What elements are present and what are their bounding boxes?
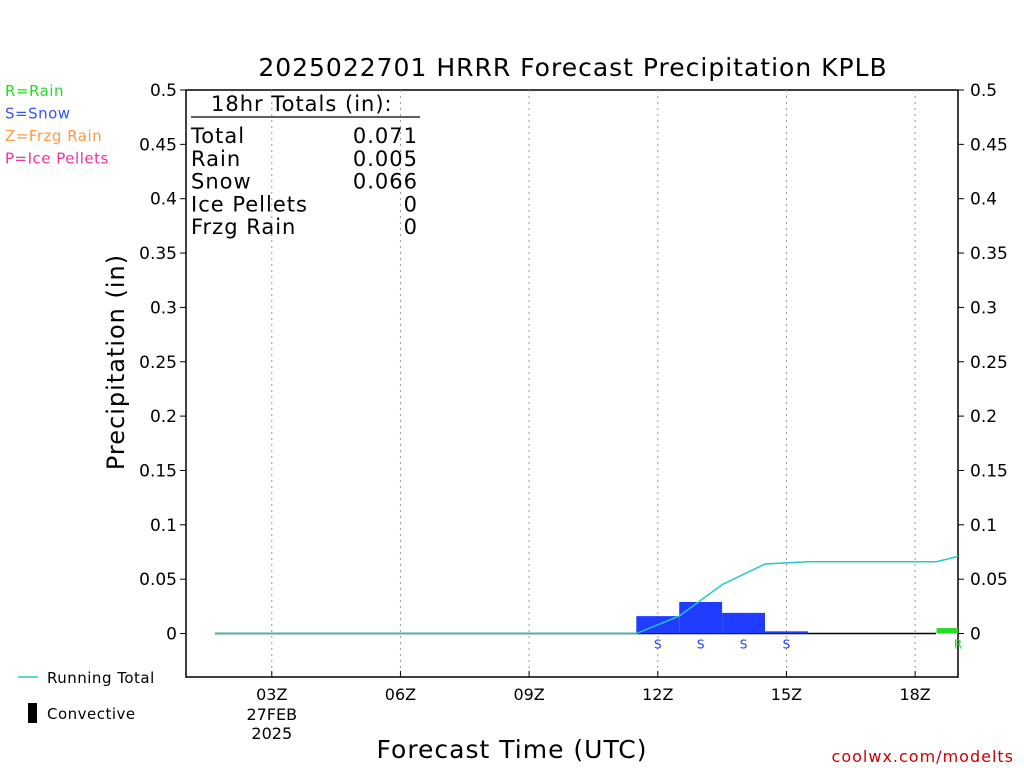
convective-swatch [28, 703, 37, 723]
y-tick-label-right: 0.3 [970, 298, 997, 318]
totals-row-label: Ice Pellets [191, 192, 308, 216]
type-legend-item: Z=Frzg Rain [5, 127, 102, 145]
x-tick-label: 06Z [385, 685, 416, 704]
y-tick-label-left: 0.2 [150, 407, 177, 427]
y-tick-label-left: 0.45 [139, 135, 177, 155]
y-tick-label-right: 0.25 [970, 353, 1008, 373]
convective-legend-label: Convective [47, 705, 136, 723]
x-tick-date: 27FEB [246, 705, 297, 724]
x-tick-label: 18Z [899, 685, 930, 704]
y-tick-label-left: 0.15 [139, 461, 177, 481]
y-axis-right: 0.5 0.45 0.4 0.35 0.3 0.25 0.2 0.15 0.1 0.05 0 [958, 81, 1008, 645]
x-axis-label: Forecast Time (UTC) [377, 735, 648, 764]
precip-bars [214, 601, 958, 635]
totals-row-value: 0 [404, 192, 418, 216]
ptype-marker: S [740, 638, 748, 652]
precip-bar [679, 601, 723, 634]
credit-text: coolwx.com/modelts [832, 747, 1014, 766]
y-tick-label-right: 0.35 [970, 244, 1008, 264]
type-legend-item: S=Snow [5, 105, 71, 123]
y-tick-label-right: 0.05 [970, 570, 1008, 590]
x-tick-label: 15Z [771, 685, 802, 704]
vertical-gridlines [271, 90, 916, 677]
y-tick-label-left: 0 [166, 625, 177, 645]
y-tick-label-left: 0.4 [150, 190, 177, 210]
totals-row-label: Snow [191, 170, 252, 194]
chart-title: 2025022701 HRRR Forecast Precipitation K… [258, 53, 887, 82]
precip-type-legend: R=Rain S=Snow Z=Frzg Rain P=Ice Pellets [5, 82, 109, 168]
ptype-marker: S [654, 638, 662, 652]
totals-row-value: 0.066 [353, 170, 418, 194]
y-axis-left: 0.5 0.45 0.4 0.35 0.3 0.25 0.2 0.15 0.1 0.05 0 [139, 81, 186, 645]
totals-header: 18hr Totals (in): [211, 92, 393, 116]
y-tick-label-left: 0.35 [139, 244, 177, 264]
y-tick-label-right: 0.5 [970, 81, 997, 101]
totals-row-value: 0.071 [353, 124, 418, 148]
y-axis-label: Precipitation (in) [102, 254, 130, 470]
y-tick-label-left: 0.5 [150, 81, 177, 101]
ptype-marker: R [954, 638, 962, 652]
running-total-line [214, 555, 959, 635]
y-tick-label-right: 0.45 [970, 135, 1008, 155]
y-tick-label-left: 0.05 [139, 570, 177, 590]
y-tick-label-left: 0.25 [139, 353, 177, 373]
x-tick-year: 2025 [251, 724, 292, 743]
series-legend: Running Total Convective [18, 669, 155, 723]
ptype-marker: S [783, 638, 791, 652]
totals-box: 18hr Totals (in): Total 0.071 Rain 0.005 Sno… [190, 92, 420, 239]
totals-row-label: Frzg Rain [191, 215, 296, 239]
type-legend-item: P=Ice Pellets [5, 150, 109, 168]
y-tick-label-left: 0.1 [150, 516, 177, 536]
type-legend-item: R=Rain [5, 82, 64, 100]
y-tick-label-left: 0.3 [150, 298, 177, 318]
totals-row-value: 0 [404, 215, 418, 239]
totals-row-label: Rain [191, 147, 241, 171]
running-total-legend-label: Running Total [47, 669, 155, 687]
totals-row-label: Total [190, 124, 245, 148]
totals-row-value: 0.005 [353, 147, 418, 171]
x-tick-label: 12Z [642, 685, 673, 704]
y-tick-label-right: 0.1 [970, 516, 997, 536]
plot-frame [185, 89, 959, 678]
precip-bar [765, 631, 808, 634]
y-tick-label-right: 0.2 [970, 407, 997, 427]
ptype-marker: S [697, 638, 705, 652]
y-tick-label-right: 0.15 [970, 461, 1008, 481]
y-tick-label-right: 0 [970, 625, 981, 645]
precip-bar [722, 612, 765, 634]
x-tick-label: 03Z [256, 685, 287, 704]
x-tick-label: 09Z [513, 685, 544, 704]
y-tick-label-right: 0.4 [970, 190, 997, 210]
precip-bar [936, 628, 958, 634]
